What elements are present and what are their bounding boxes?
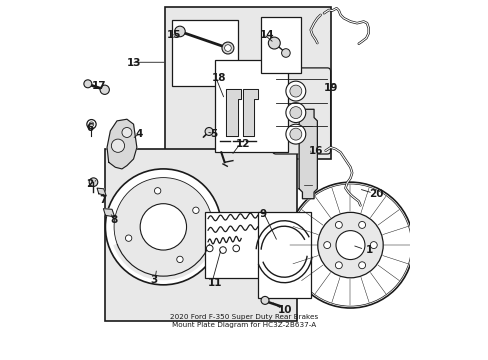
Circle shape (84, 80, 92, 88)
Text: 11: 11 (207, 278, 222, 288)
Text: 4: 4 (135, 129, 142, 139)
Bar (214, 60, 287, 152)
Circle shape (222, 42, 233, 54)
Circle shape (89, 122, 94, 126)
Circle shape (323, 242, 330, 248)
Circle shape (317, 212, 383, 278)
Text: 3: 3 (150, 275, 157, 285)
Circle shape (289, 85, 301, 97)
Text: 10: 10 (277, 305, 291, 315)
Circle shape (204, 127, 213, 135)
Circle shape (369, 242, 376, 248)
Text: 17: 17 (91, 81, 106, 91)
Bar (105, 149, 297, 321)
Circle shape (174, 26, 185, 37)
Circle shape (285, 124, 305, 144)
Circle shape (105, 169, 221, 285)
Circle shape (268, 37, 280, 49)
Circle shape (219, 247, 226, 253)
Polygon shape (103, 209, 114, 217)
Circle shape (358, 262, 365, 269)
Circle shape (261, 296, 268, 304)
Circle shape (206, 245, 213, 252)
Text: 14: 14 (259, 30, 273, 40)
Circle shape (285, 103, 305, 122)
Circle shape (114, 177, 212, 276)
Circle shape (100, 85, 109, 94)
Circle shape (289, 128, 301, 140)
Text: 20: 20 (368, 189, 383, 199)
Circle shape (154, 188, 161, 194)
Circle shape (289, 107, 301, 118)
Polygon shape (226, 89, 241, 136)
Circle shape (87, 120, 96, 129)
Circle shape (285, 81, 305, 101)
FancyBboxPatch shape (272, 68, 330, 154)
Text: 5: 5 (209, 129, 217, 139)
Text: 19: 19 (324, 83, 338, 93)
Circle shape (125, 235, 132, 241)
Circle shape (89, 178, 98, 186)
Polygon shape (299, 109, 317, 199)
Circle shape (335, 221, 342, 228)
Polygon shape (97, 188, 106, 195)
Text: 15: 15 (166, 30, 181, 40)
Text: 16: 16 (308, 146, 323, 156)
Circle shape (335, 231, 364, 260)
Circle shape (232, 245, 239, 252)
Bar (171, 20, 237, 86)
Circle shape (287, 182, 412, 308)
Text: 8: 8 (110, 215, 118, 225)
Polygon shape (107, 119, 137, 169)
Circle shape (122, 127, 132, 138)
Polygon shape (243, 89, 257, 136)
Text: 18: 18 (211, 73, 225, 83)
Circle shape (224, 45, 231, 51)
Circle shape (281, 49, 289, 57)
Circle shape (335, 262, 342, 269)
Text: 1: 1 (365, 245, 372, 255)
Bar (204, 212, 261, 278)
Text: 7: 7 (99, 195, 106, 205)
Bar (261, 17, 300, 73)
Circle shape (140, 204, 186, 250)
Text: 12: 12 (236, 139, 250, 149)
Circle shape (176, 256, 183, 262)
Text: 13: 13 (127, 58, 141, 68)
Text: 6: 6 (86, 122, 93, 132)
Circle shape (111, 139, 124, 152)
Circle shape (289, 184, 411, 306)
Circle shape (358, 221, 365, 228)
Circle shape (192, 207, 199, 213)
Text: 2020 Ford F-350 Super Duty Rear Brakes
Mount Plate Diagram for HC3Z-2B637-A: 2020 Ford F-350 Super Duty Rear Brakes M… (170, 314, 318, 328)
Bar (164, 6, 330, 159)
Bar (257, 212, 310, 298)
Text: 9: 9 (259, 209, 266, 219)
Text: 2: 2 (86, 179, 94, 189)
